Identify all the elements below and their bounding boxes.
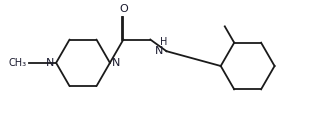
Text: N: N (46, 58, 54, 68)
Text: CH₃: CH₃ (9, 58, 27, 68)
Text: N: N (112, 58, 120, 68)
Text: N: N (155, 46, 164, 56)
Text: O: O (119, 4, 128, 14)
Text: H: H (160, 37, 167, 47)
